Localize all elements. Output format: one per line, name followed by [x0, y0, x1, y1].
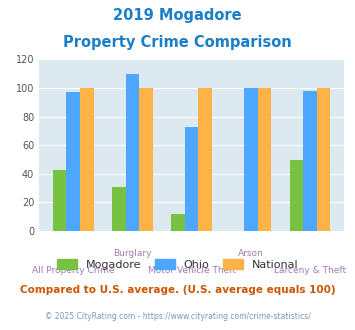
Text: Motor Vehicle Theft: Motor Vehicle Theft	[148, 266, 236, 275]
Text: Burglary: Burglary	[113, 249, 152, 258]
Bar	[185, 127, 198, 231]
Bar	[317, 88, 331, 231]
Bar	[80, 88, 94, 231]
Text: Arson: Arson	[238, 249, 264, 258]
Bar	[139, 88, 153, 231]
Legend: Mogadore, Ohio, National: Mogadore, Ohio, National	[53, 255, 302, 274]
Text: Larceny & Theft: Larceny & Theft	[274, 266, 346, 275]
Bar	[244, 88, 258, 231]
Bar	[66, 92, 80, 231]
Bar	[290, 159, 303, 231]
Bar	[53, 170, 66, 231]
Text: Property Crime Comparison: Property Crime Comparison	[63, 35, 292, 50]
Bar	[258, 88, 271, 231]
Bar	[171, 214, 185, 231]
Bar	[303, 91, 317, 231]
Bar	[112, 187, 126, 231]
Bar	[126, 74, 139, 231]
Text: All Property Crime: All Property Crime	[32, 266, 115, 275]
Text: 2019 Mogadore: 2019 Mogadore	[113, 8, 242, 23]
Text: © 2025 CityRating.com - https://www.cityrating.com/crime-statistics/: © 2025 CityRating.com - https://www.city…	[45, 312, 310, 321]
Text: Compared to U.S. average. (U.S. average equals 100): Compared to U.S. average. (U.S. average …	[20, 285, 335, 295]
Bar	[198, 88, 212, 231]
